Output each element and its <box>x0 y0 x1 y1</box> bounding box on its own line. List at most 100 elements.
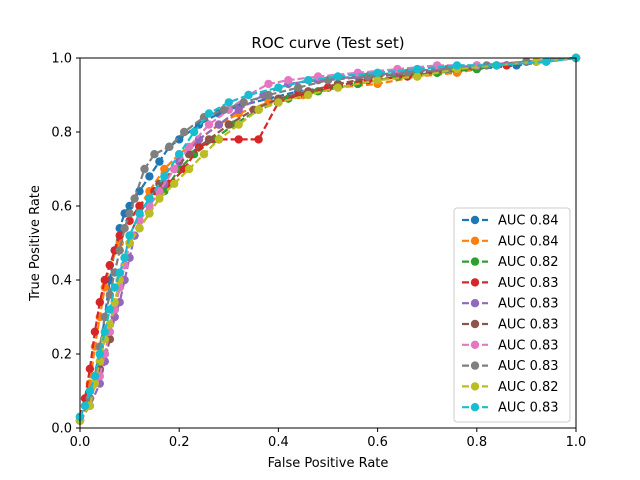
data-point <box>145 194 154 203</box>
data-point <box>264 90 273 100</box>
legend-item: AUC 0.83 <box>462 359 559 374</box>
x-tick-label: 0.0 <box>70 435 91 450</box>
data-point <box>333 83 343 92</box>
y-tick-label: 0.8 <box>51 126 72 141</box>
data-point <box>492 61 501 70</box>
series-line <box>78 56 577 422</box>
series-10 <box>75 53 581 422</box>
legend-label: AUC 0.83 <box>498 338 559 353</box>
data-point <box>140 164 149 174</box>
data-point <box>105 261 115 270</box>
legend-item: AUC 0.82 <box>462 255 559 270</box>
data-point <box>413 72 422 81</box>
legend-label: AUC 0.83 <box>498 318 559 333</box>
legend-item: AUC 0.84 <box>462 234 559 249</box>
data-point <box>120 253 129 262</box>
x-tick-label: 1.0 <box>566 435 587 450</box>
data-point <box>90 372 100 381</box>
data-point <box>184 150 194 159</box>
legend-label: AUC 0.84 <box>498 234 559 249</box>
data-point <box>135 209 144 218</box>
chart-title: ROC curve (Test set) <box>251 34 404 52</box>
legend-swatch-marker <box>470 236 480 245</box>
data-point <box>175 150 184 159</box>
data-point <box>115 231 124 240</box>
data-point <box>155 194 164 203</box>
legend-swatch-marker <box>470 340 480 349</box>
data-point <box>184 142 194 151</box>
data-point <box>130 194 139 203</box>
data-point <box>165 142 174 151</box>
series-line <box>78 56 577 418</box>
data-point <box>180 127 189 137</box>
data-point <box>452 61 462 70</box>
data-point <box>234 120 243 129</box>
x-tick-label: 0.2 <box>169 435 190 450</box>
legend-swatch-marker <box>470 215 480 225</box>
legend: AUC 0.84 AUC 0.84 AUC 0.82 AUC 0.83 AUC 0.83… <box>453 207 571 423</box>
data-point <box>373 68 382 78</box>
data-point <box>274 98 283 107</box>
data-point <box>304 90 313 100</box>
plot-frame <box>79 57 577 429</box>
data-point <box>224 120 233 129</box>
data-point <box>125 209 134 218</box>
legend-item: AUC 0.83 <box>462 276 559 291</box>
data-point <box>239 98 248 107</box>
data-point <box>95 298 105 307</box>
data-point <box>90 327 100 336</box>
data-point <box>254 105 263 115</box>
data-point <box>135 224 144 233</box>
data-point <box>234 105 243 115</box>
legend-label: AUC 0.83 <box>498 276 559 291</box>
legend-label: AUC 0.84 <box>498 214 559 229</box>
data-point <box>224 98 233 107</box>
data-point <box>413 64 422 74</box>
data-point <box>254 135 263 144</box>
data-point <box>532 57 541 66</box>
data-point <box>333 72 343 81</box>
data-point <box>175 135 184 144</box>
legend-swatch-marker <box>470 382 480 391</box>
data-point <box>80 401 90 410</box>
y-tick-label: 0.6 <box>51 200 72 215</box>
data-point <box>204 120 214 129</box>
legend-item: AUC 0.83 <box>462 401 559 416</box>
data-point <box>234 135 243 144</box>
data-point <box>115 268 124 277</box>
legend-label: AUC 0.82 <box>498 255 559 270</box>
legend-swatch-marker <box>470 319 480 329</box>
y-tick-label: 0.0 <box>51 422 72 437</box>
data-point <box>85 386 95 396</box>
legend-label: AUC 0.82 <box>498 380 559 395</box>
data-point <box>100 275 110 285</box>
data-point <box>85 364 95 373</box>
data-point <box>542 57 551 66</box>
data-point <box>105 305 115 314</box>
x-axis-label: False Positive Rate <box>268 456 389 471</box>
data-point <box>95 349 105 359</box>
data-point <box>160 164 169 174</box>
data-point <box>204 109 214 118</box>
data-point <box>199 150 209 159</box>
data-point <box>294 83 303 92</box>
legend-label: AUC 0.83 <box>498 401 559 416</box>
legend-swatch-marker <box>470 299 480 308</box>
data-point <box>274 83 283 92</box>
data-point <box>214 135 224 144</box>
data-point <box>304 76 313 85</box>
legend-item: AUC 0.83 <box>462 338 559 353</box>
y-tick-label: 0.2 <box>51 348 72 363</box>
data-point <box>170 164 179 174</box>
data-point <box>160 172 169 181</box>
data-point <box>100 327 110 336</box>
data-point <box>204 135 214 144</box>
legend-label: AUC 0.83 <box>498 297 559 312</box>
x-tick-label: 0.8 <box>466 435 487 450</box>
legend-item: AUC 0.82 <box>462 380 559 395</box>
y-tick-label: 1.0 <box>51 52 72 67</box>
data-point <box>284 76 293 85</box>
data-point <box>150 150 159 159</box>
data-point <box>145 172 154 181</box>
